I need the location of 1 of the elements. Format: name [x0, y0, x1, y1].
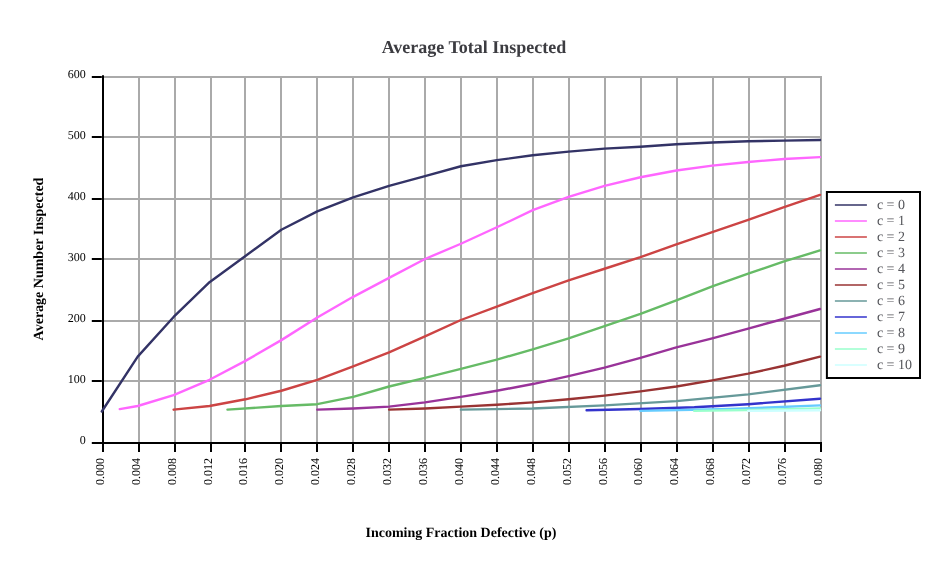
chart-title: Average Total Inspected: [381, 37, 567, 57]
